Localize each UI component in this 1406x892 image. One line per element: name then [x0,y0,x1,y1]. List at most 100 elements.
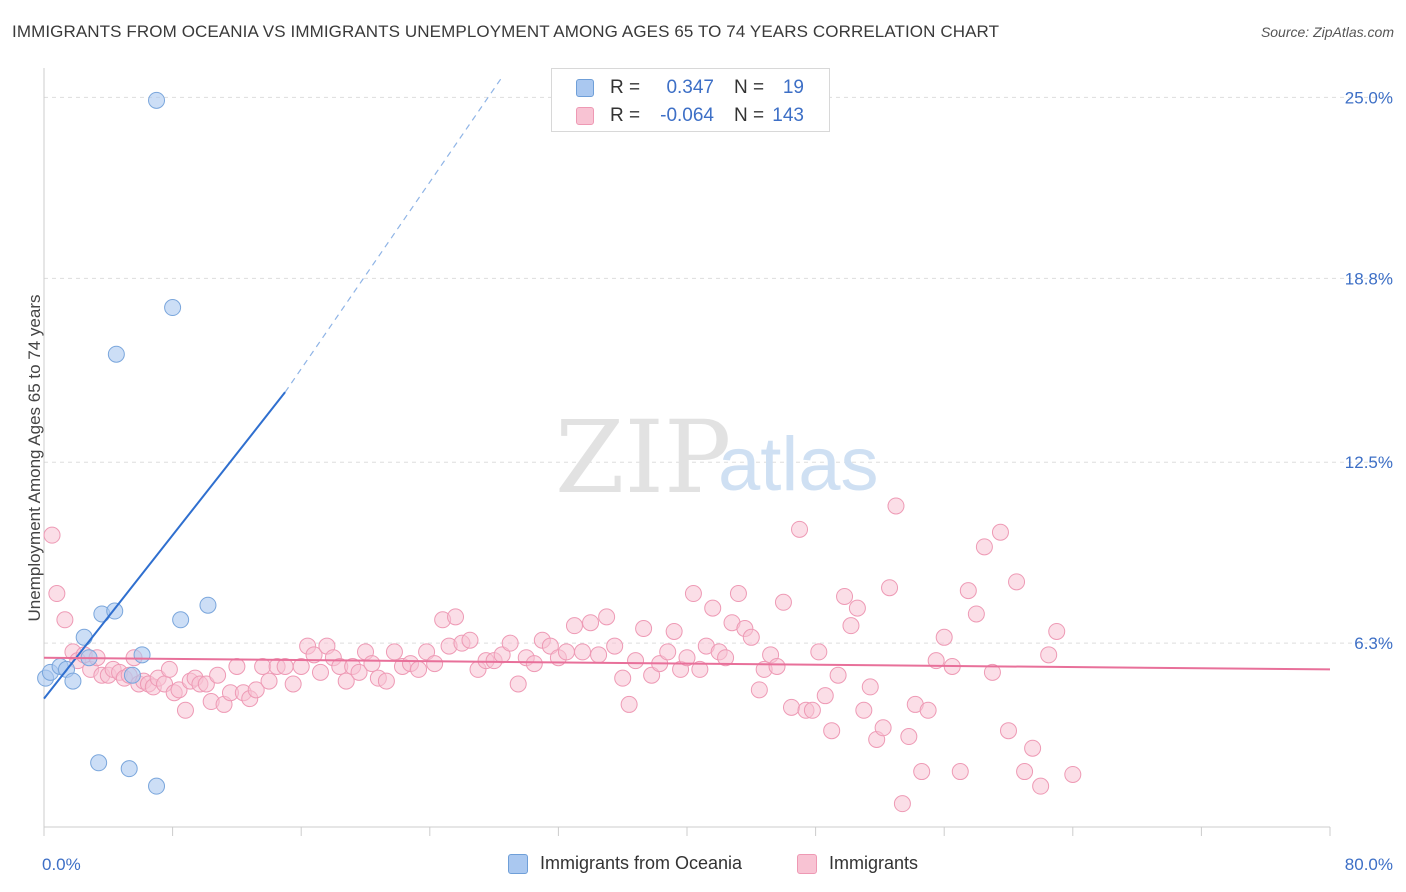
data-point-immigrants [377,672,395,690]
data-point-immigrants [56,611,74,629]
legend-swatch-oceania [508,854,528,874]
data-point-immigrants [410,660,428,678]
data-point-immigrants [848,599,866,617]
data-point-immigrants [991,523,1009,541]
data-point-immigrants [893,795,911,813]
data-point-immigrants [816,687,834,705]
data-point-immigrants [292,657,310,675]
grid-lines [44,96,1392,644]
data-point-oceania [120,760,138,778]
data-point-immigrants [418,643,436,661]
data-point-oceania [164,299,182,317]
data-point-immigrants [643,666,661,684]
y-tick-label: 18.8% [1345,269,1393,288]
data-point-oceania [75,628,93,646]
x-tick-labels: 0.0% 80.0% [42,855,1393,874]
stats-legend: R = 0.347 N = 19 R = -0.064 N = 143 [551,68,830,132]
data-point-immigrants [887,497,905,515]
data-point-immigrants [254,657,272,675]
data-point-immigrants [620,695,638,713]
data-point-oceania [172,611,190,629]
data-point-immigrants [959,582,977,600]
data-point-immigrants [684,585,702,603]
legend-row-immigrants: R = -0.064 N = 143 [552,101,829,129]
data-point-immigrants [782,698,800,716]
y-tick-label: 25.0% [1345,88,1393,107]
legend-label-oceania: Immigrants from Oceania [540,853,743,873]
data-point-immigrants [983,663,1001,681]
data-point-immigrants [768,657,786,675]
watermark-zip: ZIP [555,399,731,516]
data-point-immigrants [704,599,722,617]
data-point-immigrants [590,646,608,664]
chart-title: IMMIGRANTS FROM OCEANIA VS IMMIGRANTS UN… [12,22,1000,41]
data-point-immigrants [170,681,188,699]
data-point-immigrants [1000,722,1017,740]
data-point-immigrants [228,657,246,675]
data-point-immigrants [43,526,61,544]
data-point-immigrants [1040,646,1058,664]
data-point-immigrants [791,520,809,538]
data-point-immigrants [1032,777,1050,795]
data-point-immigrants [363,655,381,673]
n-label: N = [734,105,765,126]
data-point-oceania [123,666,141,684]
data-point-immigrants [509,675,527,693]
immigrants-points [43,497,1082,813]
data-point-immigrants [678,649,696,667]
y-tick-labels: 6.3% 12.5% 18.8% 25.0% [1345,88,1393,653]
data-point-immigrants [967,605,985,623]
legend-swatch-immigrants [797,854,817,874]
data-point-immigrants [665,622,683,640]
data-point-immigrants [717,649,735,667]
data-point-immigrants [861,678,879,696]
data-point-immigrants [742,628,760,646]
n-value: 19 [782,77,804,98]
data-point-immigrants [774,593,792,611]
data-point-immigrants [385,643,403,661]
data-point-immigrants [565,617,583,635]
data-point-immigrants [823,722,841,740]
data-point-oceania [133,646,151,664]
data-point-immigrants [606,637,624,655]
data-point-immigrants [927,652,945,670]
data-point-immigrants [975,538,993,556]
data-point-immigrants [874,719,892,737]
data-point-immigrants [842,617,860,635]
data-point-immigrants [461,631,479,649]
data-point-immigrants [1008,573,1026,591]
data-point-oceania [199,596,217,614]
data-point-immigrants [919,701,937,719]
data-point-immigrants [1024,739,1042,757]
data-point-immigrants [541,637,559,655]
legend-row-oceania: R = 0.347 N = 19 [552,73,829,101]
data-point-immigrants [691,660,709,678]
data-point-immigrants [582,614,600,632]
r-label: R = [610,77,641,98]
y-axis-label: Unemployment Among Ages 65 to 74 years [25,295,44,622]
series-legend: Immigrants from Oceania Immigrants [0,852,1406,878]
data-point-immigrants [1064,765,1082,783]
source-label: Source: ZipAtlas.com [1260,24,1394,40]
data-point-immigrants [635,620,653,638]
data-point-immigrants [951,763,969,781]
data-point-oceania [148,91,166,109]
data-point-immigrants [337,672,355,690]
y-tick-label: 12.5% [1345,453,1393,472]
axes [43,68,1331,836]
data-point-immigrants [836,587,854,605]
x-tick-label: 0.0% [42,855,81,874]
data-point-immigrants [260,672,278,690]
data-point-immigrants [501,634,519,652]
data-point-immigrants [598,608,616,626]
trend-line-oceania-extension [284,76,503,393]
data-point-immigrants [197,675,215,693]
data-point-immigrants [284,675,302,693]
data-point-immigrants [48,585,66,603]
r-value: -0.064 [660,105,714,126]
y-tick-label: 6.3% [1354,634,1393,653]
data-point-immigrants [729,585,747,603]
data-point-immigrants [1048,622,1066,640]
r-label: R = [610,105,641,126]
data-point-immigrants [176,701,194,719]
